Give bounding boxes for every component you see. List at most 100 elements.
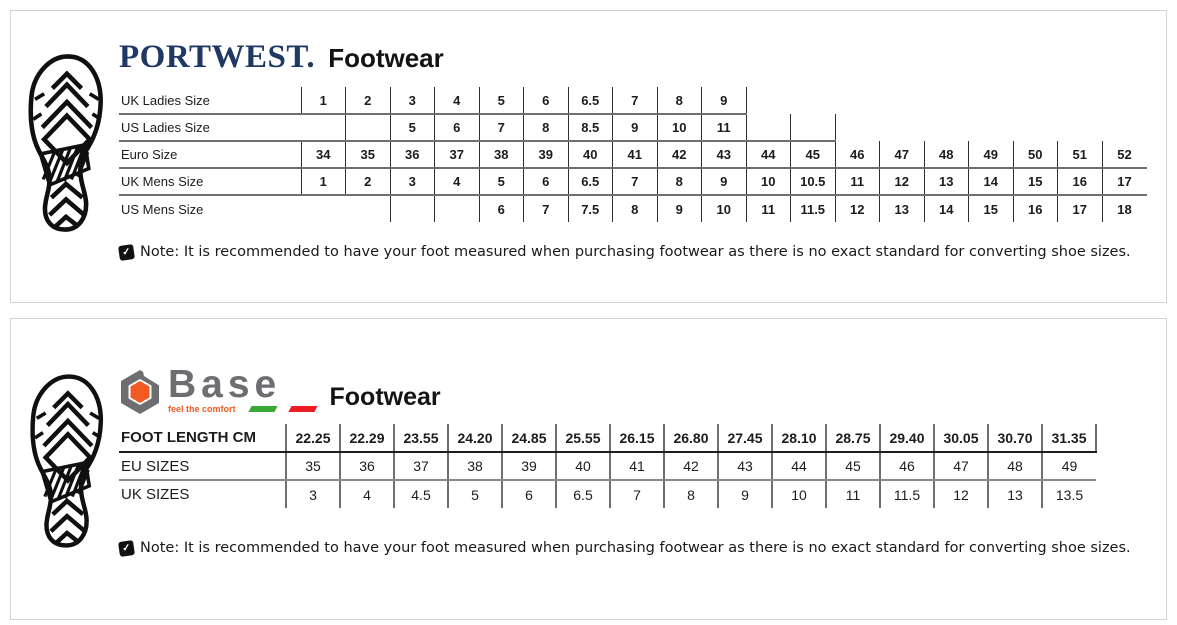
size-cell	[791, 87, 836, 114]
size-cell: 39	[523, 141, 568, 169]
size-cell: 47	[879, 141, 924, 169]
size-cell: 5	[389, 114, 435, 142]
size-cell: 16	[1012, 195, 1058, 222]
size-cell: 42	[663, 452, 718, 481]
size-cell: 36	[339, 452, 394, 481]
size-cell: 52	[1101, 141, 1147, 169]
size-cell: 8	[656, 168, 702, 196]
size-cell: 23.55	[393, 424, 448, 453]
size-cell: 9	[701, 87, 747, 115]
size-cell: 18	[1101, 195, 1147, 222]
size-cell: 12	[933, 480, 988, 508]
size-cell	[969, 114, 1014, 141]
size-cell: 10	[745, 168, 791, 196]
size-cell: 28.75	[825, 424, 880, 453]
size-cell: 4	[434, 87, 479, 115]
base-footwear-title: Footwear	[329, 383, 441, 411]
size-cell: 8	[656, 87, 702, 115]
portwest-footwear-title: Footwear	[328, 43, 444, 73]
size-cell: 42	[656, 141, 702, 169]
size-cell: 40	[555, 452, 610, 481]
size-cell	[880, 114, 925, 141]
size-cell: 26.80	[663, 424, 718, 453]
size-cell: 41	[612, 141, 657, 169]
note-text: Note: It is recommended to have your foo…	[140, 540, 1131, 556]
size-cell: 43	[701, 141, 746, 169]
size-cell: 1	[300, 87, 346, 115]
size-cell: 15	[968, 195, 1013, 222]
size-cell: 24.20	[447, 424, 502, 453]
size-cell: 37	[434, 141, 479, 169]
size-cell: 6	[434, 114, 479, 142]
size-cell: 11.5	[879, 480, 934, 508]
row-label: EU SIZES	[119, 452, 286, 481]
size-cell: 6.5	[567, 168, 613, 196]
size-cell: 6	[523, 87, 568, 115]
size-cell: 37	[393, 452, 448, 481]
size-cell: 30.70	[987, 424, 1042, 453]
size-cell: 39	[501, 452, 556, 481]
portwest-size-table: UK Ladies Size 1 2 3 4 5 6 6.5 7 8 9 US Ladies Size…	[119, 87, 1147, 222]
size-cell: 30.05	[933, 424, 988, 453]
size-cell: 11.5	[790, 195, 835, 222]
size-cell: 10	[771, 480, 826, 508]
size-cell: 14	[968, 168, 1013, 196]
size-cell: 13	[923, 168, 969, 196]
base-wordmark: Base	[168, 363, 282, 406]
size-cell: 28.10	[771, 424, 826, 453]
size-cell: 13.5	[1041, 480, 1096, 508]
size-cell: 36	[389, 141, 435, 169]
size-cell: 6.5	[555, 480, 610, 508]
size-cell: 46	[834, 141, 880, 169]
size-cell: 6.5	[567, 87, 613, 115]
size-cell: 9	[701, 168, 746, 196]
boot-sole-icon	[25, 45, 107, 241]
size-cell	[1013, 114, 1058, 141]
size-cell: 10	[656, 114, 702, 142]
size-cell: 51	[1057, 141, 1102, 169]
size-cell	[1102, 114, 1147, 141]
size-cell: 7	[523, 195, 568, 222]
size-cell: 3	[389, 168, 435, 196]
base-size-table: FOOT LENGTH CM 22.25 22.29 23.55 24.20 24.85 2…	[119, 424, 1097, 508]
size-cell: 45	[825, 452, 880, 481]
table-row: UK Ladies Size 1 2 3 4 5 6 6.5 7 8 9	[119, 87, 1147, 115]
size-cell	[346, 195, 391, 222]
size-cell: 7	[478, 114, 524, 142]
size-cell: 35	[345, 141, 390, 169]
base-tagline: feel the comfort	[168, 403, 236, 414]
size-cell	[1058, 87, 1103, 114]
size-cell: 22.29	[339, 424, 394, 453]
portwest-panel: PORTWEST. Footwear UK Ladies Size 1 2 3 4 5 6 6…	[10, 10, 1167, 303]
table-row: UK SIZES 3 4 4.5 5 6 6.5 7 8 9 10 11 11.5 12 13 13.5	[119, 480, 1096, 508]
row-label: US Ladies Size	[119, 114, 301, 142]
size-cell	[1058, 114, 1103, 141]
size-cell: 10.5	[790, 168, 835, 196]
size-cell: 31.35	[1041, 424, 1097, 453]
size-cell	[835, 114, 880, 141]
size-cell: 8.5	[567, 114, 613, 142]
size-cell: 11	[825, 480, 880, 508]
size-cell: 13	[879, 195, 924, 222]
size-cell: 10	[701, 195, 746, 222]
note-check-icon: ✓	[118, 539, 135, 557]
row-label: Euro Size	[119, 141, 301, 169]
size-cell: 22.25	[285, 424, 340, 453]
base-logo: Base feel the comfort	[117, 363, 318, 420]
size-cell	[835, 87, 880, 114]
size-cell: 15	[1012, 168, 1058, 196]
size-cell: 14	[923, 195, 969, 222]
size-cell: 41	[609, 452, 664, 481]
size-cell	[345, 114, 390, 142]
size-cell	[1013, 87, 1058, 114]
size-cell: 6	[523, 168, 568, 196]
base-panel: Base feel the comfort Footwear FOOT LENG…	[10, 318, 1167, 620]
table-row: US Mens Size 6 7 7.5 8 9 10 11 11.5 12 13 14 15 16 17 1…	[119, 195, 1147, 222]
size-cell	[924, 114, 969, 141]
base-header: Base feel the comfort Footwear	[117, 363, 441, 420]
size-cell: 7	[612, 87, 657, 115]
size-cell: 48	[923, 141, 969, 169]
hex-nut-icon	[117, 369, 163, 420]
size-cell: 49	[968, 141, 1013, 169]
size-cell: 38	[447, 452, 502, 481]
